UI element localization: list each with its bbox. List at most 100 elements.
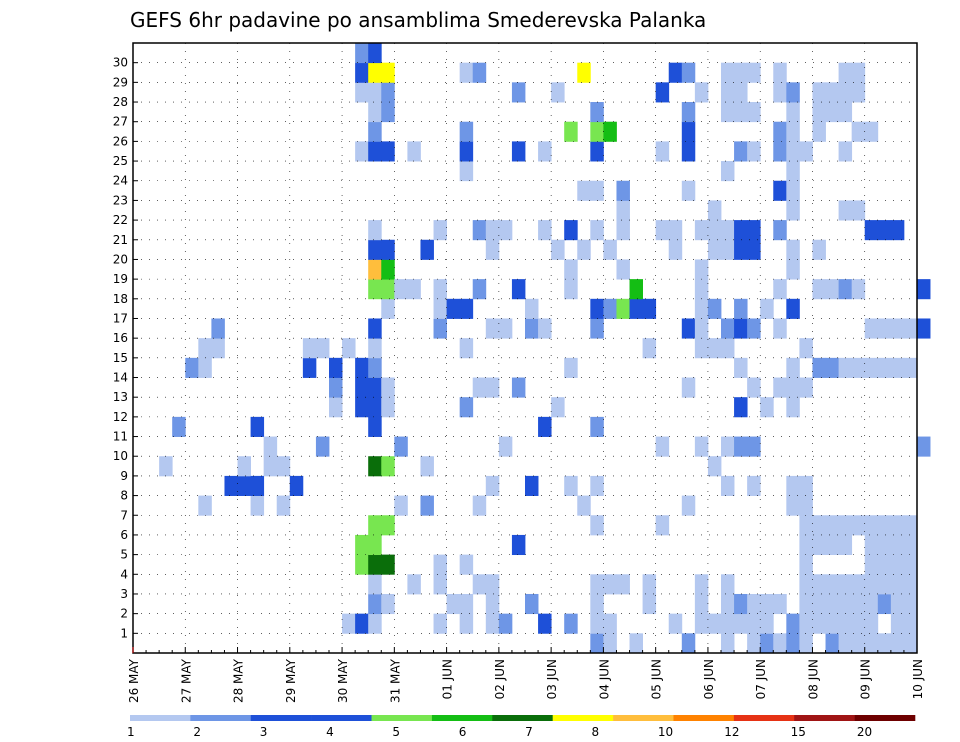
heatmap-cell: [694, 82, 709, 103]
heatmap-cell: [590, 298, 604, 319]
y-tick-label: 2: [120, 607, 128, 621]
heatmap-cell: [368, 141, 382, 162]
heatmap-cell: [302, 338, 317, 359]
heatmap-cell: [368, 82, 382, 103]
legend-label: 3: [260, 725, 268, 739]
heatmap-cell: [707, 338, 722, 359]
heatmap-cell: [838, 62, 853, 83]
heatmap-cell: [551, 239, 565, 260]
heatmap-cell: [864, 633, 879, 654]
heatmap-cell: [472, 377, 487, 398]
y-tick-label: 6: [120, 528, 128, 542]
heatmap-cell: [734, 220, 748, 241]
heatmap-cell: [368, 397, 382, 418]
x-tick-label: 27 MAY: [179, 658, 193, 703]
heatmap-cell: [851, 633, 866, 654]
heatmap-cell: [838, 279, 853, 300]
heatmap-cell: [825, 357, 839, 378]
heatmap-cell: [747, 102, 761, 123]
heatmap-cell: [851, 613, 866, 634]
heatmap-cell: [734, 593, 748, 615]
heatmap-cell: [564, 220, 578, 241]
heatmap-cell: [603, 239, 617, 260]
heatmap-cell: [394, 436, 408, 457]
heatmap-cell: [786, 495, 800, 516]
heatmap-cell: [511, 377, 526, 398]
heatmap-cell: [812, 279, 826, 300]
heatmap-cell: [433, 318, 447, 339]
heatmap-cell: [825, 82, 839, 103]
heatmap-cell: [903, 357, 918, 378]
heatmap-cell: [721, 593, 735, 615]
heatmap-cell: [616, 220, 630, 241]
y-tick-label: 9: [120, 469, 128, 483]
heatmap-cell: [694, 574, 709, 595]
y-tick-label: 19: [113, 272, 128, 286]
heatmap-cell: [655, 436, 670, 457]
heatmap-cell: [564, 613, 578, 634]
legend-swatch: [250, 715, 312, 721]
heatmap-cell: [590, 102, 604, 123]
heatmap-cell: [590, 416, 604, 437]
heatmap-cell: [747, 475, 761, 496]
heatmap-cell: [577, 239, 591, 260]
heatmap-cell: [851, 121, 866, 142]
heatmap-cell: [538, 220, 552, 241]
y-tick-label: 12: [113, 410, 128, 424]
heatmap-cell: [198, 357, 212, 378]
heatmap-cells: [159, 43, 931, 654]
heatmap-cell: [368, 377, 382, 398]
heatmap-cell: [237, 456, 251, 477]
heatmap-cell: [734, 613, 748, 634]
heatmap-cell: [564, 357, 578, 378]
heatmap-cell: [694, 613, 709, 634]
heatmap-cell: [590, 593, 604, 615]
heatmap-cell: [433, 554, 447, 575]
heatmap-cell: [812, 102, 826, 123]
heatmap-cell: [799, 338, 813, 359]
heatmap-cell: [381, 377, 395, 398]
heatmap-cell: [838, 593, 853, 615]
y-tick-label: 4: [120, 567, 128, 581]
heatmap-cell: [525, 318, 539, 339]
heatmap-cell: [342, 338, 356, 359]
legend-swatch: [311, 715, 372, 721]
heatmap-cell: [721, 318, 735, 339]
y-tick-label: 15: [113, 351, 128, 365]
heatmap-cell: [812, 239, 826, 260]
heatmap-cell: [355, 377, 369, 398]
heatmap-cell: [616, 259, 630, 280]
heatmap-cell: [381, 62, 395, 83]
heatmap-cell: [890, 613, 905, 634]
heatmap-cell: [721, 161, 735, 182]
heatmap-cell: [459, 397, 474, 418]
heatmap-cell: [355, 82, 369, 103]
heatmap-cell: [472, 62, 487, 83]
heatmap-cell: [368, 102, 382, 123]
heatmap-cell: [694, 259, 709, 280]
heatmap-cell: [381, 456, 395, 477]
heatmap-cell: [668, 220, 683, 241]
heatmap-cell: [368, 554, 382, 575]
heatmap-cell: [877, 574, 892, 595]
heatmap-cell: [760, 397, 774, 418]
heatmap-cell: [773, 82, 787, 103]
heatmap-cell: [459, 338, 474, 359]
heatmap-cell: [315, 338, 330, 359]
heatmap-cell: [773, 121, 787, 142]
heatmap-cell: [890, 318, 905, 339]
heatmap-cell: [629, 279, 643, 300]
legend-swatch: [794, 715, 855, 721]
heatmap-cell: [681, 377, 696, 398]
heatmap-cell: [851, 574, 866, 595]
heatmap-cell: [694, 318, 709, 339]
heatmap-cell: [564, 279, 578, 300]
heatmap-cell: [747, 633, 761, 654]
heatmap-cell: [446, 593, 461, 615]
heatmap-cell: [407, 574, 421, 595]
heatmap-cell: [368, 357, 382, 378]
heatmap-cell: [812, 82, 826, 103]
heatmap-cell: [577, 495, 591, 516]
legend-swatch: [130, 715, 191, 721]
heatmap-cell: [394, 495, 408, 516]
